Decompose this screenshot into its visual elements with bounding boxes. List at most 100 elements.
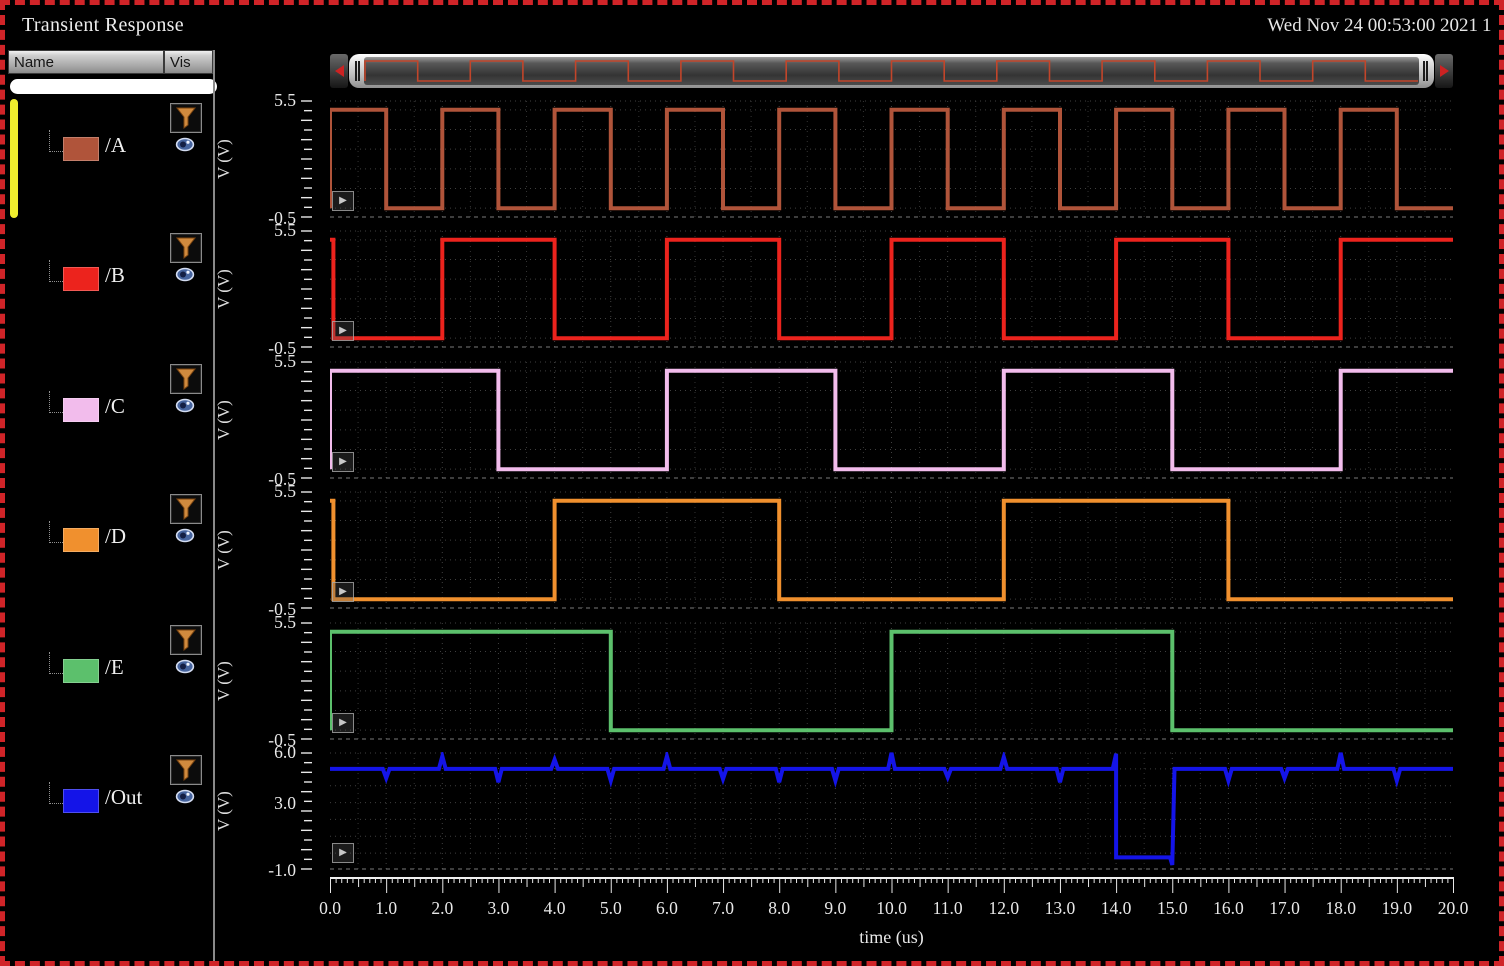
waveform-strip-c[interactable] [328, 361, 1453, 479]
y-ruler-ticks [301, 100, 312, 218]
y-tick-label: 5.5 [274, 612, 296, 632]
y-tick-label: -1.0 [268, 860, 296, 880]
x-tick-label: 4.0 [543, 898, 566, 918]
y-tick-label: 5.5 [274, 220, 296, 240]
eye-pupil [180, 532, 186, 539]
visibility-eye-button[interactable] [175, 398, 195, 413]
waveform-trace-c[interactable] [328, 368, 1453, 472]
strip-expand-button[interactable]: ▶ [332, 321, 354, 341]
column-header-vis[interactable]: Vis [164, 50, 213, 74]
strip-expand-button[interactable]: ▶ [332, 191, 354, 211]
y-ruler-ticks [301, 361, 312, 479]
scroll-right-button[interactable] [1435, 54, 1453, 88]
signal-name-label[interactable]: /E [105, 655, 124, 679]
scroll-left-button[interactable] [330, 54, 348, 88]
signal-name-label[interactable]: /B [105, 263, 125, 287]
visibility-eye-button[interactable] [175, 528, 195, 543]
strip-filter-button[interactable] [170, 364, 202, 394]
x-tick-label: 1.0 [375, 898, 398, 918]
tree-connector [49, 521, 63, 543]
strip-plot-svg [330, 491, 1453, 609]
eye-icon [175, 789, 195, 804]
signal-name-label[interactable]: /A [105, 133, 126, 157]
column-header-name[interactable]: Name [8, 50, 164, 74]
strip-filter-button[interactable] [170, 494, 202, 524]
funnel-icon [175, 237, 197, 259]
tree-connector [49, 260, 63, 282]
strip-filter-button[interactable] [170, 233, 202, 263]
x-tick-label: 15.0 [1156, 898, 1188, 918]
visibility-eye-button[interactable] [175, 659, 195, 674]
x-tick-label: 13.0 [1044, 898, 1076, 918]
visibility-eye-button[interactable] [175, 267, 195, 282]
timestamp: Wed Nov 24 00:53:00 2021 [1267, 15, 1478, 36]
signal-color-swatch[interactable] [63, 267, 99, 291]
signal-name-label[interactable]: /Out [105, 785, 143, 809]
x-tick-label: 8.0 [768, 898, 791, 918]
y-axis-ruler [297, 491, 313, 609]
eye-glint [186, 140, 190, 144]
signal-color-swatch[interactable] [63, 398, 99, 422]
signal-filter-input[interactable] [10, 79, 217, 94]
strip-expand-button[interactable]: ▶ [332, 713, 354, 733]
x-tick-label: 11.0 [932, 898, 963, 918]
strip-filter-button[interactable] [170, 755, 202, 785]
y-tick-label: 5.5 [274, 90, 296, 110]
signal-color-swatch[interactable] [63, 137, 99, 161]
visibility-eye-button[interactable] [175, 789, 195, 804]
eye-glint [186, 401, 190, 405]
strip-filter-button[interactable] [170, 103, 202, 133]
x-tick-label: 14.0 [1100, 898, 1132, 918]
play-triangle-icon: ▶ [339, 847, 347, 858]
waveform-trace-b[interactable] [330, 237, 1453, 341]
waveform-strip-e[interactable] [328, 622, 1453, 740]
signal-color-swatch[interactable] [63, 528, 99, 552]
x-tick-label: 16.0 [1213, 898, 1244, 918]
signal-color-swatch[interactable] [63, 789, 99, 813]
strip-filter-button[interactable] [170, 625, 202, 655]
strip-expand-button[interactable]: ▶ [332, 843, 354, 863]
minimap-trace [364, 60, 1418, 82]
waveform-trace-e[interactable] [328, 629, 1453, 733]
thumb-grip-right[interactable] [1423, 61, 1425, 81]
strip-plot-svg [328, 361, 1453, 479]
strip-expand-button[interactable]: ▶ [332, 582, 354, 602]
scrollbar-minimap [364, 57, 1419, 85]
panel-plot-divider [213, 50, 215, 961]
y-ruler-ticks [301, 752, 312, 870]
x-tick-label: 0.0 [319, 898, 341, 918]
waveform-trace-a[interactable] [328, 107, 1453, 211]
y-tick-label: -0.5 [268, 469, 296, 489]
y-axis-title: V (V) [214, 139, 233, 179]
waveform-trace-out[interactable] [330, 748, 1453, 866]
visibility-eye-button[interactable] [175, 137, 195, 152]
play-triangle-icon: ▶ [339, 586, 347, 597]
signal-color-swatch[interactable] [63, 659, 99, 683]
scrollbar-thumb[interactable] [349, 54, 1434, 88]
y-tick-label: -0.5 [268, 208, 296, 228]
left-arrow-icon [334, 65, 344, 77]
waveform-strip-b[interactable] [330, 230, 1453, 348]
funnel-icon [175, 759, 197, 781]
waveform-trace-d[interactable] [330, 498, 1453, 602]
thumb-grip-left[interactable] [355, 61, 357, 81]
waveform-strip-d[interactable] [330, 491, 1453, 609]
selection-highlight-bar [10, 99, 18, 218]
waveform-strip-a[interactable] [328, 100, 1453, 218]
play-triangle-icon: ▶ [339, 325, 347, 336]
thumb-grip-left[interactable] [358, 61, 360, 81]
thumb-grip-right[interactable] [1426, 61, 1428, 81]
x-tick-label: 3.0 [487, 898, 510, 918]
strip-plot-svg [328, 622, 1453, 740]
waveform-strip-out[interactable] [330, 748, 1453, 870]
page-title: Transient Response [22, 14, 184, 36]
y-axis-ruler [297, 622, 313, 740]
y-axis-title: V (V) [214, 791, 233, 831]
funnel-icon [175, 368, 197, 390]
eye-pupil [180, 271, 186, 278]
right-arrow-icon [1439, 65, 1449, 77]
strip-expand-button[interactable]: ▶ [332, 452, 354, 472]
signal-name-label[interactable]: /D [105, 524, 126, 548]
signal-name-label[interactable]: /C [105, 394, 125, 418]
